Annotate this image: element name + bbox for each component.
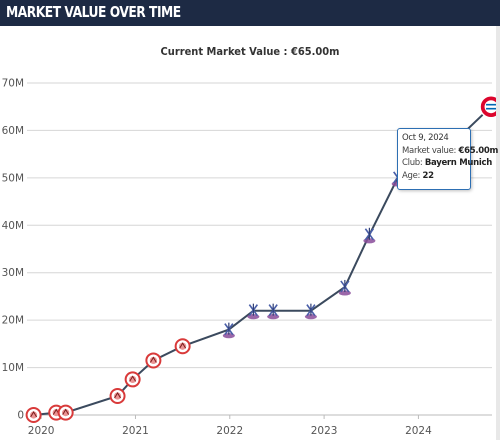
bayern-crest-diamonds	[486, 103, 497, 110]
tooltip-club-label: Club:	[402, 158, 423, 168]
data-point-reading	[25, 407, 42, 423]
reading-crest-mark	[114, 392, 121, 399]
scrollbar-track[interactable]	[496, 26, 500, 440]
tooltip-market-value-row: Market value: €65.00m	[402, 145, 498, 158]
data-point-tooltip: Oct 9, 2024 Market value: €65.00m Club: …	[397, 128, 498, 190]
data-point-crystal-palace	[338, 279, 351, 296]
tooltip-market-value: €65.00m	[458, 145, 499, 156]
reading-crest-center	[129, 375, 137, 384]
y-tick-label: 30M	[2, 267, 24, 279]
x-tick-label: 2024	[405, 425, 432, 437]
reading-crest-center	[30, 411, 38, 419]
reading-crest-center	[179, 342, 187, 350]
tooltip-age: 22	[422, 170, 435, 181]
data-point-reading	[174, 338, 191, 355]
x-axis: 2020 2021 2022 2023 2024	[28, 415, 432, 437]
y-tick-label: 60M	[2, 125, 24, 137]
reading-crest-mark	[30, 411, 38, 418]
tooltip-club-row: Club: Bayern Munich	[402, 157, 492, 170]
reading-crest-mark	[149, 356, 157, 363]
reading-crest-center	[113, 392, 122, 400]
data-point-crystal-palace	[304, 303, 317, 320]
y-tick-label: 70M	[2, 78, 24, 90]
market-value-line	[33, 105, 492, 416]
x-tick-label: 2021	[122, 425, 149, 437]
reading-crest-mark	[129, 375, 137, 382]
section-header: MARKET VALUE OVER TIME	[0, 0, 500, 26]
data-point-reading	[109, 388, 126, 405]
y-axis: 0 10M 20M 30M 40M 50M 60M 70M	[2, 78, 24, 422]
y-tick-label: 20M	[2, 315, 24, 327]
y-tick-label: 0	[17, 410, 24, 422]
y-tick-label: 50M	[2, 172, 24, 184]
tooltip-age-label: Age:	[402, 170, 421, 181]
data-points	[25, 94, 500, 423]
reading-crest-mark	[62, 408, 70, 415]
y-tick-label: 40M	[2, 220, 24, 232]
x-tick-label: 2020	[28, 425, 55, 437]
tooltip-date: Oct 9, 2024	[402, 133, 449, 143]
tooltip-market-value-label: Market value:	[402, 145, 457, 156]
y-tick-label: 10M	[2, 362, 24, 374]
reading-crest-center	[149, 356, 157, 365]
data-point-bayern-munich	[479, 94, 500, 119]
tooltip-age-row: Age: 22	[402, 170, 466, 183]
tooltip-club: Bayern Munich	[424, 158, 492, 168]
x-tick-label: 2023	[311, 425, 338, 437]
section-title: MARKET VALUE OVER TIME	[6, 3, 181, 21]
reading-crest-mark	[179, 342, 187, 349]
market-value-series	[33, 105, 492, 416]
data-point-reading	[145, 352, 162, 369]
data-point-reading	[124, 371, 141, 388]
bayern-crest-inner	[484, 100, 498, 114]
data-point-crystal-palace	[267, 303, 280, 320]
data-point-crystal-palace	[247, 303, 260, 320]
reading-crest-center	[62, 409, 70, 417]
data-point-reading	[57, 404, 74, 421]
data-point-crystal-palace	[222, 322, 235, 339]
data-point-crystal-palace	[363, 227, 376, 244]
x-tick-label: 2022	[216, 425, 243, 437]
current-market-value: Current Market Value : €65.00m	[160, 45, 340, 58]
